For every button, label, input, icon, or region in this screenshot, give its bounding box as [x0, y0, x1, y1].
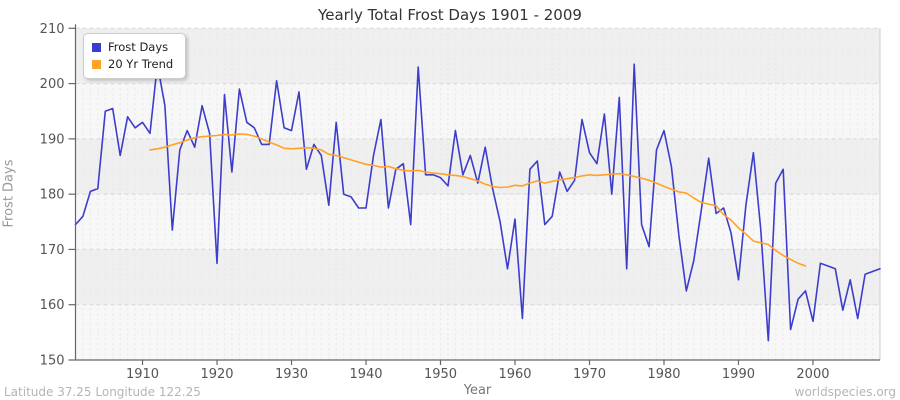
- plot-band: [75, 249, 880, 305]
- legend-swatch-icon: [92, 60, 101, 69]
- x-tick-label: 1990: [722, 367, 755, 382]
- legend-label: 20 Yr Trend: [108, 57, 174, 71]
- series-line-frost-days: [74, 63, 881, 342]
- legend-swatch-icon: [92, 43, 101, 52]
- legend-item: 20 Yr Trend: [92, 56, 173, 73]
- x-tick-label: 2000: [796, 367, 829, 382]
- y-tick-label: 200: [40, 77, 65, 92]
- x-tick-label: 1980: [647, 367, 680, 382]
- x-tick-label: 1950: [424, 367, 457, 382]
- plot-band: [75, 304, 880, 360]
- x-tick-label: 1940: [349, 367, 382, 382]
- plot-band: [75, 83, 880, 139]
- y-tick-label: 150: [40, 354, 65, 369]
- y-tick-label: 210: [40, 22, 65, 37]
- legend-item: Frost Days: [92, 39, 173, 56]
- chart-title: Yearly Total Frost Days 1901 - 2009: [318, 6, 582, 24]
- x-tick-label: 1920: [200, 367, 233, 382]
- legend-label: Frost Days: [108, 40, 169, 54]
- y-tick-label: 190: [40, 132, 65, 147]
- x-tick-label: 1930: [275, 367, 308, 382]
- footer-coordinates: Latitude 37.25 Longitude 122.25: [4, 385, 201, 399]
- footer-watermark: worldspecies.org: [794, 385, 896, 399]
- x-tick-label: 1910: [126, 367, 159, 382]
- y-tick-label: 180: [40, 188, 65, 203]
- plot-band: [75, 138, 880, 195]
- y-tick-label: 160: [40, 298, 65, 313]
- series-line-20-yr-trend: [149, 133, 807, 267]
- x-axis-title: Year: [463, 383, 492, 398]
- x-tick-label: 1960: [498, 367, 531, 382]
- x-tick-label: 1970: [573, 367, 606, 382]
- legend: Frost Days 20 Yr Trend: [83, 33, 187, 79]
- y-tick-label: 170: [40, 243, 65, 258]
